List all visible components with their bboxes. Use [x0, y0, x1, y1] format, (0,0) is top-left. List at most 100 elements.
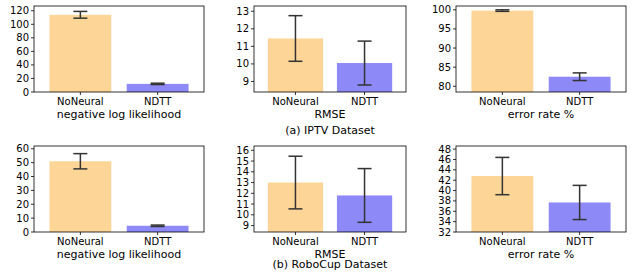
error-bar — [358, 169, 372, 223]
error-cap — [73, 11, 87, 13]
y-tick-label: 0 — [23, 87, 29, 98]
panel: 910111213NoNeuralNDTTRMSE — [236, 6, 406, 121]
error-cap — [573, 72, 587, 74]
x-tick — [157, 232, 158, 235]
error-line — [80, 11, 82, 18]
x-tick — [295, 232, 296, 235]
marks — [268, 16, 392, 92]
y-tick-label: 48 — [438, 144, 451, 155]
x-tick-label: NDTT — [144, 96, 172, 107]
y-tick-label: 9 — [243, 76, 249, 87]
error-bar — [495, 157, 509, 194]
bar — [49, 161, 111, 232]
panel: 80859095100NoNeuralNDTTerror rate % — [432, 4, 626, 121]
y-tick-label: 100 — [10, 19, 29, 30]
error-cap — [495, 194, 509, 196]
y-tick — [453, 48, 456, 49]
plot-frame — [254, 6, 406, 92]
error-bar — [73, 11, 87, 18]
y-tick-label: 11 — [236, 41, 249, 52]
error-cap — [73, 153, 87, 155]
y-tick — [453, 169, 456, 170]
x-tick-label: NoNeural — [57, 96, 104, 107]
y-tick-label: 42 — [438, 175, 451, 186]
x-axis-label: error rate % — [508, 108, 574, 121]
y-tick-label: 60 — [16, 46, 29, 57]
error-cap — [288, 155, 302, 157]
error-cap — [151, 226, 165, 228]
y-tick-label: 10 — [16, 213, 29, 224]
y-tick — [453, 232, 456, 233]
y-tick-label: 34 — [438, 216, 451, 227]
y-tick-label: 14 — [236, 166, 249, 177]
y-tick — [453, 159, 456, 160]
error-line — [502, 157, 504, 194]
y-tick — [453, 211, 456, 212]
y-tick-label: 32 — [438, 227, 451, 238]
y-tick — [251, 28, 254, 29]
panel: 323436384042444648NoNeuralNDTTerror rate… — [438, 144, 626, 261]
x-tick-label: NDTT — [144, 236, 172, 247]
y-tick — [251, 225, 254, 226]
x-tick — [80, 232, 81, 235]
x-tick-label: NDTT — [566, 236, 594, 247]
error-cap — [288, 61, 302, 63]
error-cap — [495, 11, 509, 13]
y-tick-label: 30 — [16, 185, 29, 196]
error-cap — [73, 17, 87, 19]
y-tick-label: 40 — [16, 59, 29, 70]
y-tick-label: 36 — [438, 206, 451, 217]
bar — [49, 15, 111, 92]
y-tick — [251, 150, 254, 151]
x-tick-label: NoNeural — [57, 236, 104, 247]
error-cap — [573, 219, 587, 221]
y-tick — [453, 190, 456, 191]
figure: 020406080100120NoNeuralNDTTnegative log … — [0, 0, 640, 274]
x-tick-label: NoNeural — [272, 96, 319, 107]
error-bar — [495, 10, 509, 12]
x-tick — [579, 92, 580, 95]
y-tick — [251, 214, 254, 215]
x-tick — [502, 92, 503, 95]
x-axis-label: error rate % — [508, 248, 574, 261]
y-tick-label: 60 — [16, 143, 29, 154]
y-tick — [453, 9, 456, 10]
x-tick-label: NDTT — [351, 96, 379, 107]
error-cap — [288, 208, 302, 210]
y-tick — [31, 204, 34, 205]
error-line — [579, 185, 581, 219]
y-tick — [31, 78, 34, 79]
y-tick — [453, 221, 456, 222]
y-tick — [31, 218, 34, 219]
x-tick — [295, 92, 296, 95]
y-tick — [251, 46, 254, 47]
x-tick-label: NoNeural — [272, 236, 319, 247]
y-tick — [31, 92, 34, 93]
error-cap — [358, 168, 372, 170]
y-tick-label: 80 — [16, 32, 29, 43]
caption: (a) IPTV Dataset — [285, 124, 375, 137]
error-cap — [73, 168, 87, 170]
x-tick — [364, 92, 365, 95]
marks — [268, 156, 392, 232]
error-cap — [151, 82, 165, 84]
y-tick-label: 95 — [438, 23, 451, 34]
y-tick — [31, 51, 34, 52]
plot-frame — [456, 146, 626, 232]
error-line — [295, 16, 297, 62]
y-tick — [251, 182, 254, 183]
plot-frame — [34, 6, 204, 92]
error-bar — [573, 185, 587, 219]
y-tick — [453, 28, 456, 29]
error-cap — [358, 222, 372, 224]
y-tick-label: 80 — [438, 81, 451, 92]
y-tick-label: 85 — [438, 62, 451, 73]
y-tick — [453, 149, 456, 150]
y-tick — [31, 10, 34, 11]
y-tick — [453, 200, 456, 201]
y-tick-label: 12 — [236, 23, 249, 34]
error-cap — [358, 40, 372, 42]
error-cap — [495, 9, 509, 11]
y-tick-label: 40 — [16, 171, 29, 182]
y-tick — [251, 11, 254, 12]
